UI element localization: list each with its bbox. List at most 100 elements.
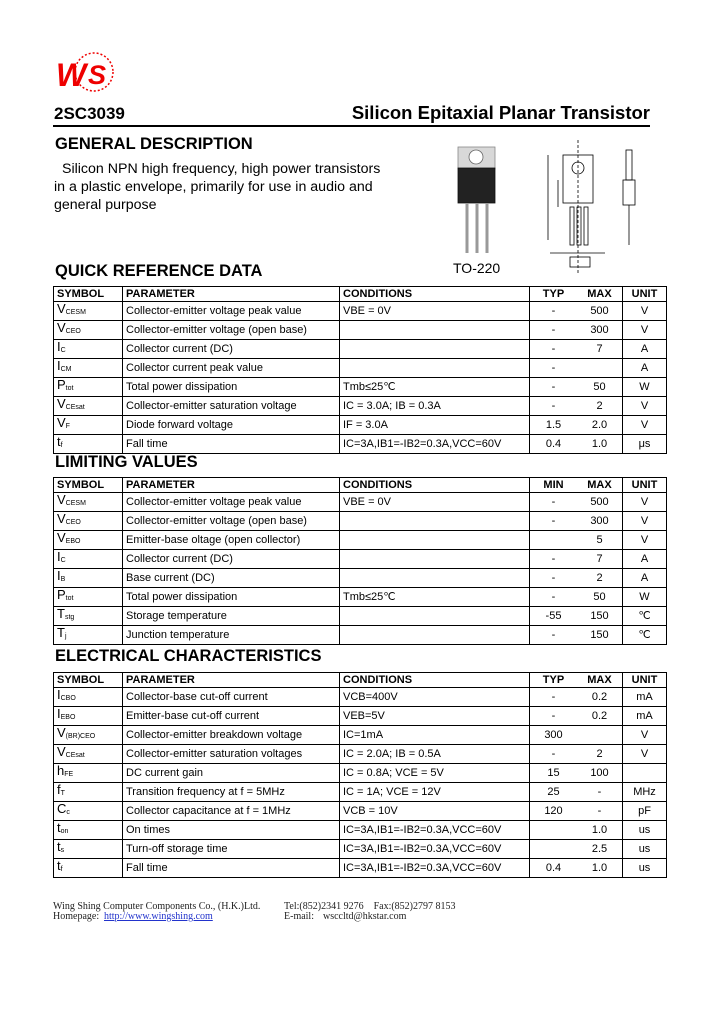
symbol-cell: VCEsat xyxy=(53,396,123,417)
parameter-cell: Emitter-base oltage (open collector) xyxy=(122,530,340,551)
value-cell: - xyxy=(529,568,577,589)
conditions-cell xyxy=(339,606,530,627)
conditions-cell xyxy=(339,530,530,551)
symbol-subscript: stg xyxy=(64,614,75,622)
max-cell xyxy=(577,725,623,746)
symbol-cell: VEBO xyxy=(53,530,123,551)
parameter-cell: On times xyxy=(122,820,340,841)
symbol: V xyxy=(57,725,66,741)
symbol-cell: Cc xyxy=(53,801,123,822)
column-header: SYMBOL xyxy=(53,476,123,494)
unit-cell: V xyxy=(622,320,667,341)
symbol-cell: VCESM xyxy=(53,301,123,322)
parameter-cell: Collector current (DC) xyxy=(122,339,340,360)
max-cell: 7 xyxy=(577,549,623,570)
symbol: V xyxy=(57,301,66,317)
table-row: tf Fall time IC=3A,IB1=-IB2=0.3A,VCC=60V 0.… xyxy=(53,434,667,455)
unit-cell: V xyxy=(622,725,667,746)
table-header-row: SYMBOL PARAMETER CONDITIONS TYP MAX UNIT xyxy=(53,671,667,689)
unit-cell: pF xyxy=(622,801,667,822)
table-row: ICM Collector current peak value - A xyxy=(53,358,667,379)
conditions-cell: VBE = 0V xyxy=(339,492,530,513)
table-row: VCESM Collector-emitter voltage peak valu… xyxy=(53,301,667,322)
max-cell: 100 xyxy=(577,763,623,784)
symbol-subscript: CM xyxy=(60,366,72,374)
table-row: IEBO Emitter-base cut-off current VEB=5V -0… xyxy=(53,706,667,727)
table-row: hFE DC current gain IC = 0.8A; VCE = 5V 15 1… xyxy=(53,763,667,784)
table-row: IC Collector current (DC) -7 A xyxy=(53,339,667,360)
value-cell: 0.4 xyxy=(529,858,577,879)
parameter-cell: Base current (DC) xyxy=(122,568,340,589)
document-title: Silicon Epitaxial Planar Transistor xyxy=(351,102,650,123)
value-cell: 0.4 xyxy=(529,434,577,455)
column-header: CONDITIONS xyxy=(339,671,530,689)
max-cell: 500 xyxy=(577,492,623,513)
unit-cell: us xyxy=(622,820,667,841)
table-row: V(BR)CEO Collector-emitter breakdown volt… xyxy=(53,725,667,746)
conditions-cell: VBE = 0V xyxy=(339,301,530,322)
parameter-cell: Fall time xyxy=(122,858,340,879)
value-cell: - xyxy=(529,339,577,360)
unit-cell: V xyxy=(622,530,667,551)
symbol-subscript: s xyxy=(60,847,65,855)
max-cell: 0.2 xyxy=(577,687,623,708)
part-number: 2SC3039 xyxy=(54,104,125,123)
ws-logo: W S xyxy=(56,52,114,93)
column-header: MIN xyxy=(529,476,577,494)
symbol-subscript: F xyxy=(65,423,70,431)
max-cell: 2 xyxy=(577,568,623,589)
limiting-values-heading: LIMITING VALUES xyxy=(55,453,198,471)
max-cell: 2 xyxy=(577,396,623,417)
max-cell: 2.0 xyxy=(577,415,623,436)
conditions-cell: IC = 0.8A; VCE = 5V xyxy=(339,763,530,784)
unit-cell: ℃ xyxy=(622,625,667,646)
value-cell: 120 xyxy=(529,801,577,822)
value-cell: - xyxy=(529,320,577,341)
max-cell: 5 xyxy=(577,530,623,551)
symbol-subscript: f xyxy=(60,866,63,874)
conditions-cell xyxy=(339,568,530,589)
value-cell: - xyxy=(529,358,577,379)
table-row: Tstg Storage temperature -55 150 ℃ xyxy=(53,606,667,627)
max-cell: 1.0 xyxy=(577,820,623,841)
symbol-cell: IC xyxy=(53,549,123,570)
symbol-cell: ts xyxy=(53,839,123,860)
parameter-cell: Collector-emitter voltage peak value xyxy=(122,492,340,513)
max-cell: 50 xyxy=(577,587,623,608)
value-cell xyxy=(529,839,577,860)
description-line: general purpose xyxy=(54,197,157,213)
conditions-cell: IC=3A,IB1=-IB2=0.3A,VCC=60V xyxy=(339,434,530,455)
max-cell: 7 xyxy=(577,339,623,360)
column-header: CONDITIONS xyxy=(339,476,530,494)
symbol: V xyxy=(57,530,66,546)
table-row: VCESM Collector-emitter voltage peak valu… xyxy=(53,492,667,513)
parameter-cell: Collector-base cut-off current xyxy=(122,687,340,708)
max-cell: - xyxy=(577,782,623,803)
symbol: V xyxy=(57,415,66,431)
unit-cell: us xyxy=(622,858,667,879)
symbol-cell: VCEO xyxy=(53,320,123,341)
general-description-heading: GENERAL DESCRIPTION xyxy=(55,135,253,153)
symbol-subscript: CESM xyxy=(65,500,86,508)
conditions-cell xyxy=(339,511,530,532)
value-cell: - xyxy=(529,687,577,708)
email-address[interactable]: wsccltd@hkstar.com xyxy=(323,911,407,922)
symbol: t xyxy=(57,858,61,874)
table-row: tf Fall time IC=3A,IB1=-IB2=0.3A,VCC=60V 0.… xyxy=(53,858,667,879)
value-cell: - xyxy=(529,625,577,646)
value-cell xyxy=(529,530,577,551)
column-header: CONDITIONS xyxy=(339,285,530,303)
symbol-cell: IEBO xyxy=(53,706,123,727)
parameter-cell: Total power dissipation xyxy=(122,587,340,608)
homepage-link[interactable]: http://www.wingshing.com xyxy=(104,911,213,922)
conditions-cell xyxy=(339,339,530,360)
value-cell: - xyxy=(529,377,577,398)
description-line: in a plastic envelope, primarily for use… xyxy=(54,179,373,195)
tel-fax: Tel:(852)2341 9276 Fax:(852)2797 8153 xyxy=(284,901,456,912)
conditions-cell xyxy=(339,358,530,379)
symbol-subscript: FE xyxy=(64,771,74,779)
symbol-cell: Tstg xyxy=(53,606,123,627)
max-cell: 300 xyxy=(577,511,623,532)
table-row: VEBO Emitter-base oltage (open collector)… xyxy=(53,530,667,551)
symbol-cell: Tj xyxy=(53,625,123,646)
